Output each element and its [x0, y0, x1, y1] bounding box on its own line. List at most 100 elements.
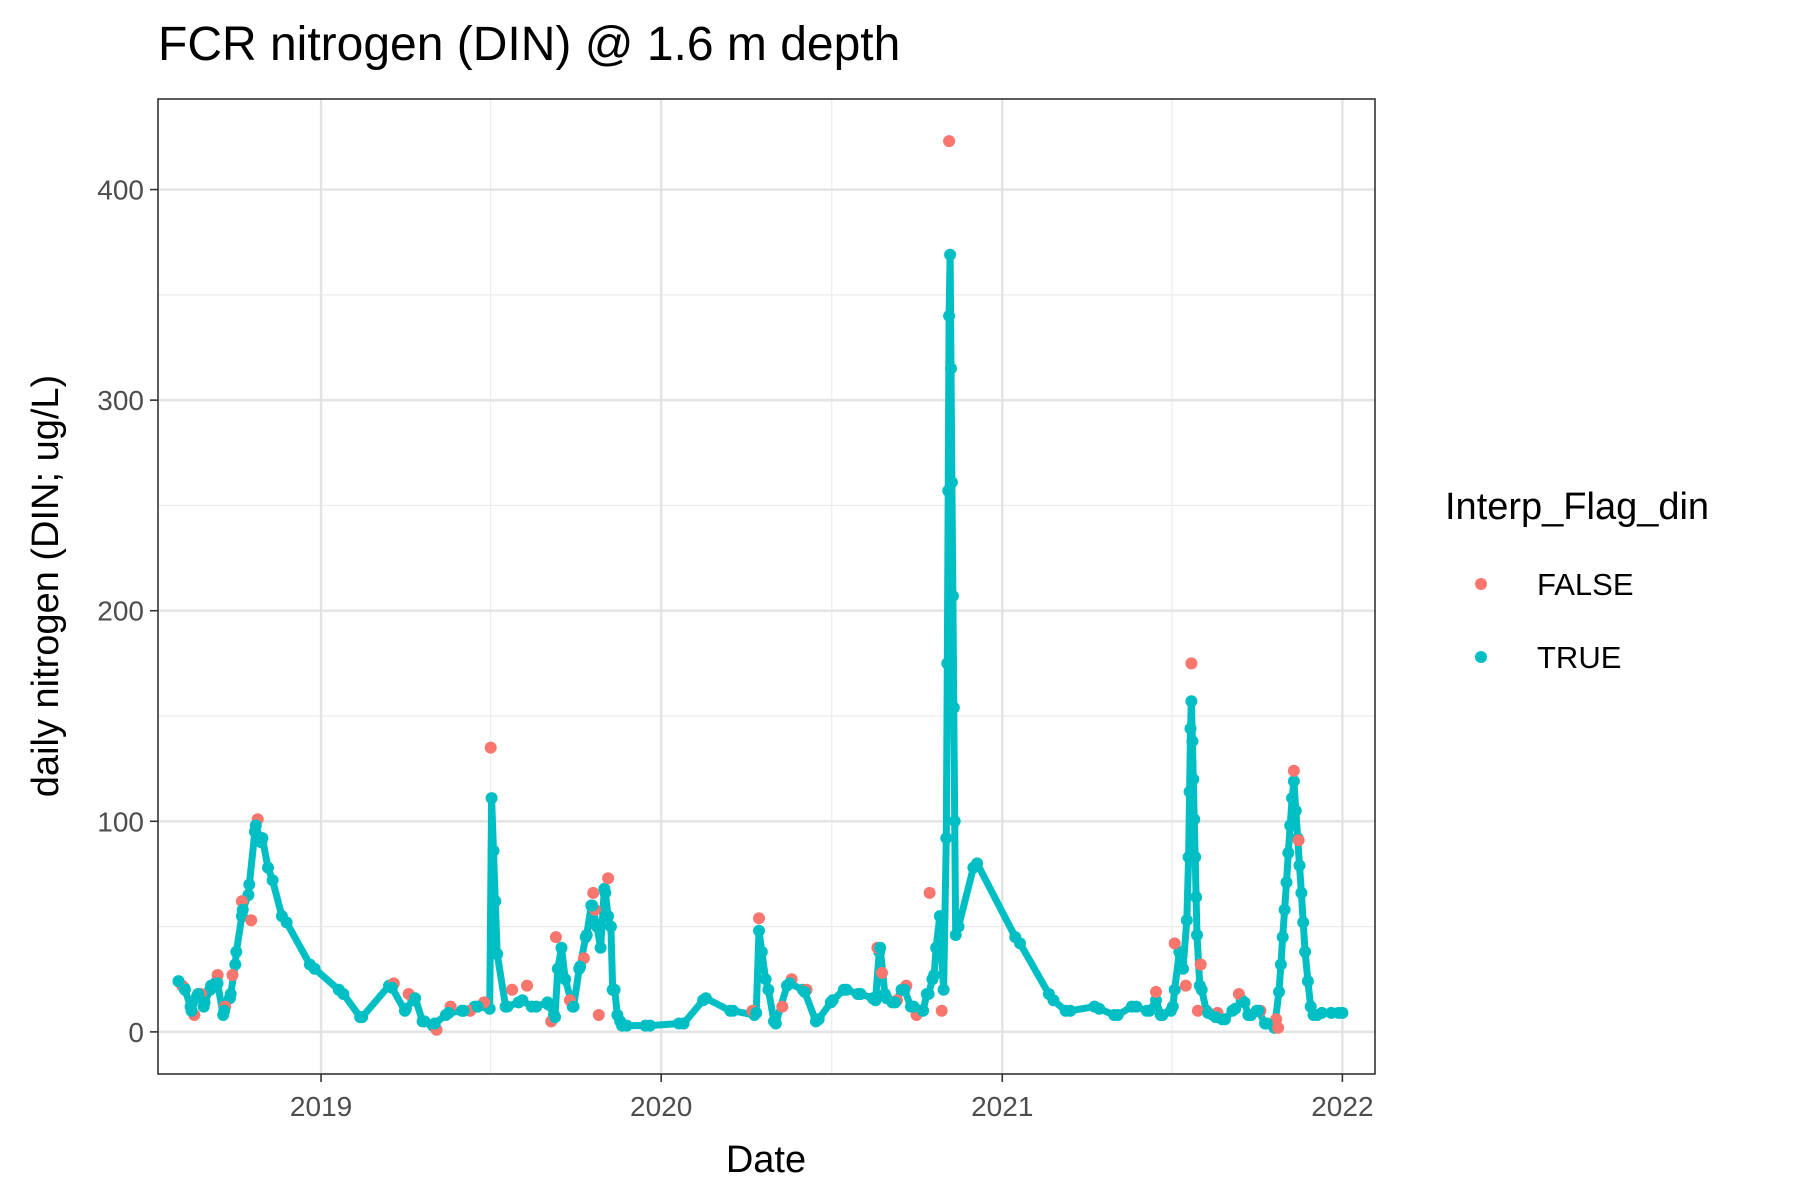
y-axis-title: daily nitrogen (DIN; ug/L)	[25, 375, 67, 797]
point-true	[750, 1006, 763, 1019]
point-true	[1150, 994, 1162, 1007]
point-true	[907, 1000, 920, 1013]
point-true	[418, 1015, 431, 1028]
point-true	[249, 819, 262, 832]
point-true	[487, 844, 500, 857]
point-true	[337, 988, 350, 1000]
point-false	[1191, 1004, 1204, 1017]
point-true	[1299, 945, 1312, 958]
point-true	[192, 988, 205, 1000]
point-true	[1064, 1004, 1077, 1017]
point-true	[491, 948, 504, 960]
point-true	[356, 1011, 369, 1024]
point-true	[457, 1004, 470, 1017]
point-true	[499, 1000, 512, 1013]
point-false	[1168, 937, 1181, 950]
point-true	[262, 861, 274, 874]
point-true	[586, 899, 599, 912]
point-true	[1175, 950, 1188, 963]
legend-label-false: FALSE	[1537, 567, 1634, 602]
point-true	[172, 975, 185, 988]
legend-label-true: TRUE	[1537, 640, 1621, 675]
point-true	[428, 1017, 441, 1030]
point-true	[530, 1000, 543, 1013]
point-false	[521, 979, 533, 992]
point-true	[236, 903, 249, 916]
point-true	[826, 994, 839, 1007]
point-true	[308, 962, 321, 975]
point-true	[889, 996, 902, 1009]
point-false	[592, 1009, 605, 1021]
point-true	[644, 1019, 656, 1032]
point-true	[385, 981, 398, 994]
point-true	[947, 701, 960, 714]
point-true	[1014, 937, 1026, 950]
point-true	[224, 988, 237, 1000]
point-true	[917, 1004, 930, 1017]
point-true	[759, 973, 772, 986]
point-true	[1130, 1000, 1143, 1013]
y-tick-label: 300	[97, 385, 144, 416]
point-false	[226, 969, 239, 981]
point-false	[1287, 764, 1300, 777]
point-false	[943, 135, 956, 148]
point-false	[549, 931, 562, 944]
point-true	[1219, 1013, 1231, 1026]
point-true	[1180, 914, 1193, 927]
point-true	[1295, 886, 1308, 899]
point-true	[1252, 1004, 1265, 1017]
point-true	[948, 815, 961, 828]
axes: 0 100 200 300 400 2019 2020 2021 2022	[97, 175, 1373, 1122]
point-false	[484, 741, 497, 754]
point-false	[1292, 834, 1305, 847]
point-false	[1179, 979, 1192, 992]
point-true	[198, 996, 211, 1009]
point-true	[769, 1017, 782, 1030]
point-true	[699, 992, 712, 1005]
point-true	[516, 994, 529, 1007]
point-true	[604, 920, 617, 933]
plot-panel	[158, 99, 1375, 1074]
point-true	[559, 973, 572, 986]
point-true	[1238, 996, 1251, 1009]
point-true	[574, 960, 587, 973]
point-true	[945, 362, 957, 375]
point-true	[602, 910, 615, 923]
point-true	[1293, 859, 1306, 872]
plot-border	[157, 98, 1376, 1075]
point-true	[940, 832, 953, 845]
x-tick-label: 2021	[971, 1091, 1033, 1122]
x-tick-label: 2019	[290, 1091, 352, 1122]
point-false	[211, 969, 224, 981]
point-false	[1150, 985, 1162, 998]
point-true	[1111, 1009, 1124, 1021]
point-true	[1186, 735, 1199, 748]
point-false	[776, 1000, 789, 1013]
point-false	[587, 886, 600, 899]
point-true	[266, 874, 279, 887]
point-true	[1177, 962, 1189, 975]
point-true	[1278, 903, 1291, 916]
point-true	[1168, 983, 1181, 996]
point-true	[1185, 695, 1198, 708]
point-false	[506, 983, 519, 996]
point-true	[590, 920, 603, 933]
point-true	[1184, 722, 1197, 735]
point-true	[874, 941, 887, 954]
point-true	[399, 1002, 412, 1015]
point-true	[946, 590, 959, 602]
point-true	[489, 895, 502, 908]
point-true	[1093, 1002, 1106, 1015]
point-true	[1183, 785, 1196, 798]
point-true	[762, 983, 775, 996]
point-true	[1190, 891, 1203, 904]
point-true	[1282, 846, 1295, 859]
point-true	[567, 1000, 580, 1013]
point-true	[599, 886, 612, 899]
point-true	[1315, 1006, 1328, 1019]
point-true	[783, 977, 796, 990]
legend-key-false	[1475, 578, 1487, 590]
point-true	[1273, 985, 1285, 998]
point-true	[943, 309, 956, 322]
